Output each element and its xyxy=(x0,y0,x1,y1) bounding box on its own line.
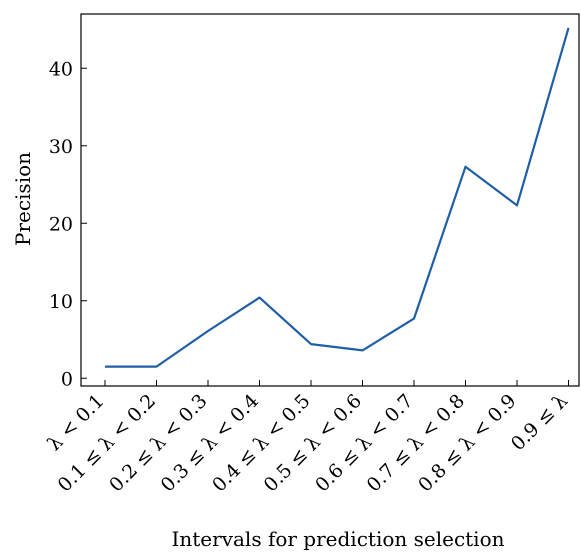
precision-line xyxy=(105,27,570,368)
plot-frame xyxy=(80,13,580,387)
y-tick-label: 0 xyxy=(61,368,73,390)
axes-frame xyxy=(80,13,580,387)
y-tick-label: 40 xyxy=(49,58,73,80)
y-tick-label: 30 xyxy=(49,136,73,158)
precision-series xyxy=(104,27,570,368)
x-tick-label: 0.9 ≤ λ xyxy=(507,390,572,455)
x-axis-ticks: λ < 0.10.1 ≤ λ < 0.20.2 ≤ λ < 0.30.3 ≤ λ… xyxy=(43,380,572,496)
y-tick-label: 10 xyxy=(49,291,73,313)
y-axis-ticks: 0 10 20 30 40 xyxy=(49,58,87,390)
y-tick-label: 20 xyxy=(49,213,73,235)
y-axis-label: Precision xyxy=(11,152,35,246)
x-axis-label: Intervals for prediction selection xyxy=(171,527,504,551)
